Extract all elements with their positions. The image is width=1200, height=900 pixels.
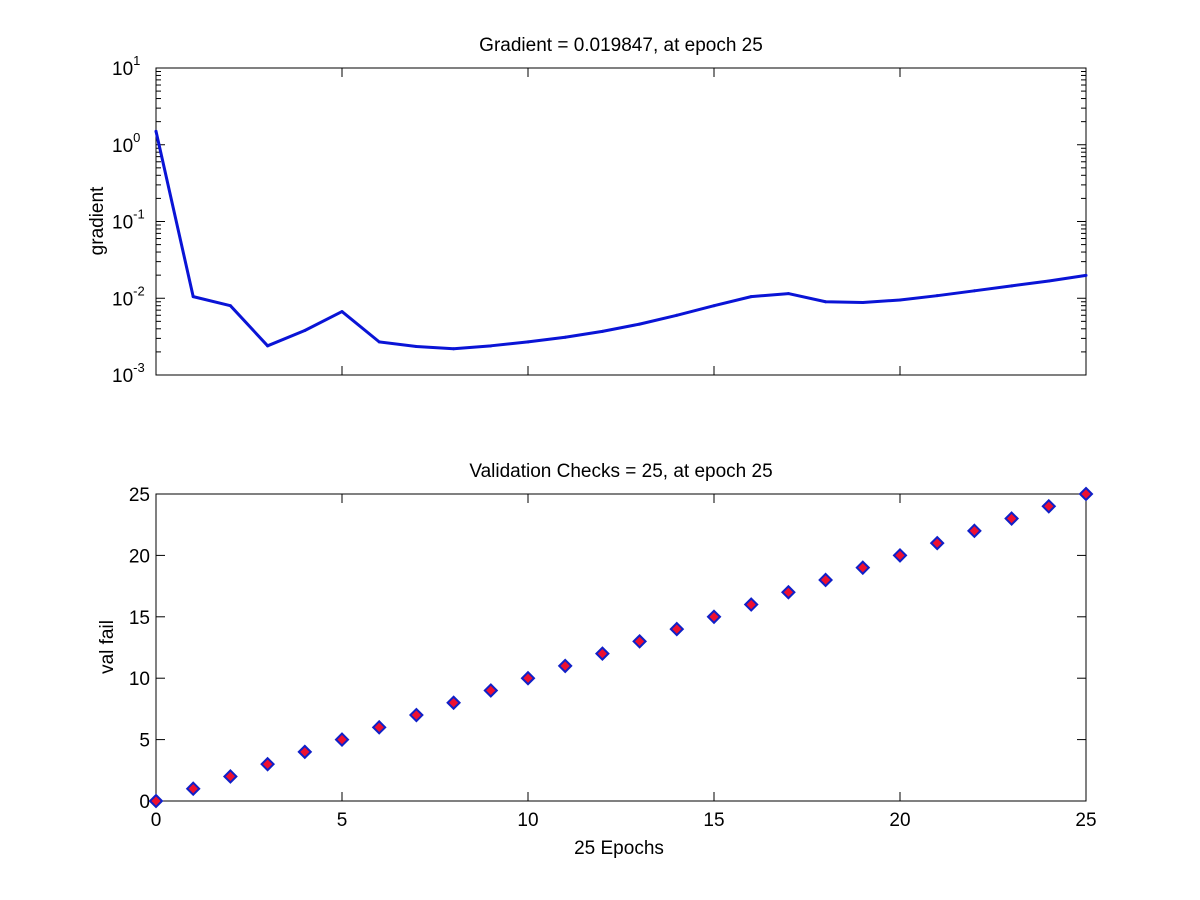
validation-marker-17 (780, 584, 796, 600)
validation-xtick-label-3: 15 (703, 810, 724, 831)
validation-marker-16 (743, 597, 759, 612)
gradient-point-15 (712, 304, 716, 308)
gradient-point-0 (154, 129, 158, 133)
validation-marker-10 (520, 670, 536, 686)
gradient-ytick-label-1: 10-2 (112, 283, 145, 310)
validation-axes-frame (155, 493, 1087, 802)
validation-marker-4 (297, 744, 313, 760)
gradient-point-23 (1010, 284, 1014, 288)
validation-title: Validation Checks = 25, at epoch 25 (469, 461, 772, 482)
gradient-point-16 (749, 295, 753, 299)
gradient-point-5 (340, 310, 344, 314)
validation-ytick-label-2: 10 (129, 669, 150, 690)
validation-marker-5 (334, 732, 350, 748)
gradient-point-22 (972, 289, 976, 293)
gradient-point-2 (228, 304, 232, 308)
gradient-point-3 (266, 344, 270, 348)
gradient-point-17 (786, 292, 790, 296)
gradient-point-21 (935, 294, 939, 298)
validation-ytick-label-1: 5 (139, 731, 150, 752)
gradient-point-13 (638, 322, 642, 326)
validation-marker-22 (966, 523, 982, 539)
validation-marker-1 (185, 781, 201, 797)
validation-series (148, 486, 1094, 809)
gradient-point-19 (861, 301, 865, 305)
validation-marker-13 (632, 633, 648, 649)
validation-xlabel: 25 Epochs (574, 838, 664, 859)
validation-ytick-label-3: 15 (129, 608, 150, 629)
validation-marker-19 (855, 560, 871, 576)
validation-marker-9 (483, 683, 499, 698)
validation-marker-14 (669, 621, 685, 637)
validation-marker-11 (557, 658, 573, 674)
gradient-point-10 (526, 340, 530, 344)
validation-marker-21 (929, 535, 945, 551)
validation-marker-6 (371, 719, 387, 735)
gradient-line-0 (154, 130, 1087, 351)
validation-ytick-label-0: 0 (139, 792, 150, 813)
validation-xtick-label-2: 10 (517, 810, 538, 831)
gradient-series (154, 129, 1088, 351)
gradient-point-18 (824, 300, 828, 304)
validation-ytick-label-5: 25 (129, 485, 150, 506)
validation-marker-24 (1041, 498, 1057, 514)
validation-marker-2 (222, 769, 238, 784)
validation-marker-18 (818, 572, 834, 588)
validation-marker-7 (408, 707, 424, 723)
validation-xtick-label-5: 25 (1075, 810, 1096, 831)
validation-xtick-label-1: 5 (337, 810, 348, 831)
gradient-ytick-label-0: 10-3 (112, 360, 145, 387)
validation-marker-20 (892, 547, 908, 563)
gradient-ytick-label-4: 101 (112, 53, 140, 80)
gradient-point-8 (452, 347, 456, 351)
validation-ytick-label-4: 20 (129, 546, 150, 567)
gradient-title: Gradient = 0.019847, at epoch 25 (479, 35, 763, 56)
gradient-ylabel: gradient (87, 186, 108, 255)
gradient-point-9 (489, 344, 493, 348)
gradient-point-6 (377, 340, 381, 344)
validation-xtick-label-0: 0 (151, 810, 162, 831)
gradient-subplot: Gradient = 0.019847, at epoch 25 gradien… (87, 35, 1088, 387)
validation-marker-23 (1004, 511, 1020, 526)
validation-ticks: 0 5 10 15 20 25 0 5 10 15 20 25 (129, 485, 1097, 831)
gradient-ytick-label-2: 10-1 (112, 207, 145, 234)
validation-ylabel: val fail (97, 620, 118, 674)
gradient-point-7 (414, 345, 418, 349)
validation-xtick-label-4: 20 (889, 810, 910, 831)
gradient-point-14 (675, 313, 679, 317)
validation-marker-15 (706, 609, 722, 625)
validation-marker-8 (446, 695, 462, 711)
validation-marker-25 (1078, 486, 1094, 502)
validation-marker-0 (148, 793, 164, 809)
gradient-point-25 (1084, 273, 1088, 277)
gradient-ytick-label-3: 100 (112, 130, 140, 157)
gradient-point-4 (303, 329, 307, 333)
gradient-point-11 (563, 335, 567, 339)
gradient-point-20 (898, 298, 902, 302)
validation-marker-3 (260, 756, 276, 772)
gradient-point-12 (600, 329, 604, 333)
gradient-ticks: 10-3 10-2 10-1 100 101 (112, 53, 1086, 387)
validation-marker-12 (594, 646, 610, 662)
validation-subplot: Validation Checks = 25, at epoch 25 val … (97, 461, 1097, 859)
gradient-point-1 (191, 295, 195, 299)
gradient-point-24 (1047, 279, 1051, 283)
gradient-axes-frame (155, 67, 1087, 376)
